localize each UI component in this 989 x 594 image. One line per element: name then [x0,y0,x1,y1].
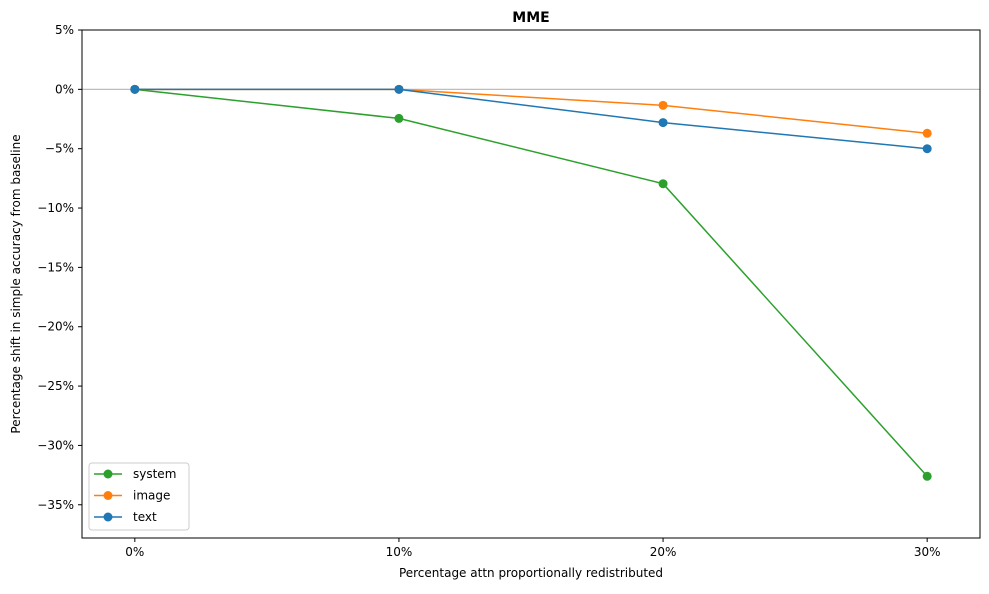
data-point-system [922,471,932,481]
data-point-text [130,84,140,94]
y-tick-label: 0% [55,82,74,96]
data-point-image [922,128,932,138]
legend-marker-system [103,469,113,479]
plot-frame [81,29,981,539]
x-axis-label: Percentage attn proportionally redistrib… [399,566,663,580]
legend: system image text [88,462,190,531]
data-point-text [922,144,932,154]
legend-label-image: image [133,489,170,503]
y-tick-label: −25% [37,379,74,393]
data-point-image [658,100,668,110]
series-line-system [134,88,928,477]
x-tick-label: 0% [125,545,144,559]
y-tick-label: 5% [55,23,74,37]
series-line-image [134,88,928,135]
y-tick-label: −15% [37,260,74,274]
y-tick-label: −30% [37,438,74,452]
y-tick-label: −10% [37,201,74,215]
legend-box [88,462,190,531]
data-point-system [394,113,404,123]
y-tick-label: −20% [37,320,74,334]
chart-title: MME [512,10,549,26]
x-tick-label: 20% [650,545,677,559]
y-axis-label: Percentage shift in simple accuracy from… [9,134,23,433]
x-tick-label: 10% [386,545,413,559]
legend-label-text: text [133,510,157,524]
legend-marker-text [103,512,113,522]
legend-marker-image [103,491,113,500]
x-tick-label: 30% [914,545,941,559]
y-tick-label: −5% [45,142,74,156]
data-point-text [394,84,404,94]
legend-label-system: system [133,467,176,481]
data-point-text [658,118,668,128]
series-line-text [134,88,928,150]
y-tick-label: −35% [37,498,74,512]
data-point-system [658,179,668,189]
